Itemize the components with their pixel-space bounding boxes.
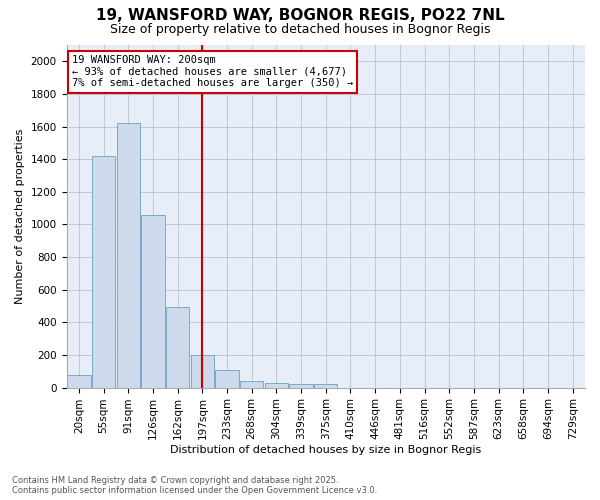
Bar	[240, 380, 263, 388]
Bar	[67, 374, 91, 388]
Bar	[116, 124, 140, 388]
Bar	[141, 214, 164, 388]
Bar	[191, 355, 214, 388]
Y-axis label: Number of detached properties: Number of detached properties	[15, 128, 25, 304]
Bar	[289, 384, 313, 388]
Bar	[265, 382, 288, 388]
Text: 19 WANSFORD WAY: 200sqm
← 93% of detached houses are smaller (4,677)
7% of semi-: 19 WANSFORD WAY: 200sqm ← 93% of detache…	[72, 56, 353, 88]
Bar	[215, 370, 239, 388]
Text: Size of property relative to detached houses in Bognor Regis: Size of property relative to detached ho…	[110, 22, 490, 36]
Text: Contains HM Land Registry data © Crown copyright and database right 2025.
Contai: Contains HM Land Registry data © Crown c…	[12, 476, 377, 495]
Bar	[314, 384, 337, 388]
Bar	[92, 156, 115, 388]
X-axis label: Distribution of detached houses by size in Bognor Regis: Distribution of detached houses by size …	[170, 445, 481, 455]
Bar	[166, 307, 190, 388]
Text: 19, WANSFORD WAY, BOGNOR REGIS, PO22 7NL: 19, WANSFORD WAY, BOGNOR REGIS, PO22 7NL	[95, 8, 505, 22]
